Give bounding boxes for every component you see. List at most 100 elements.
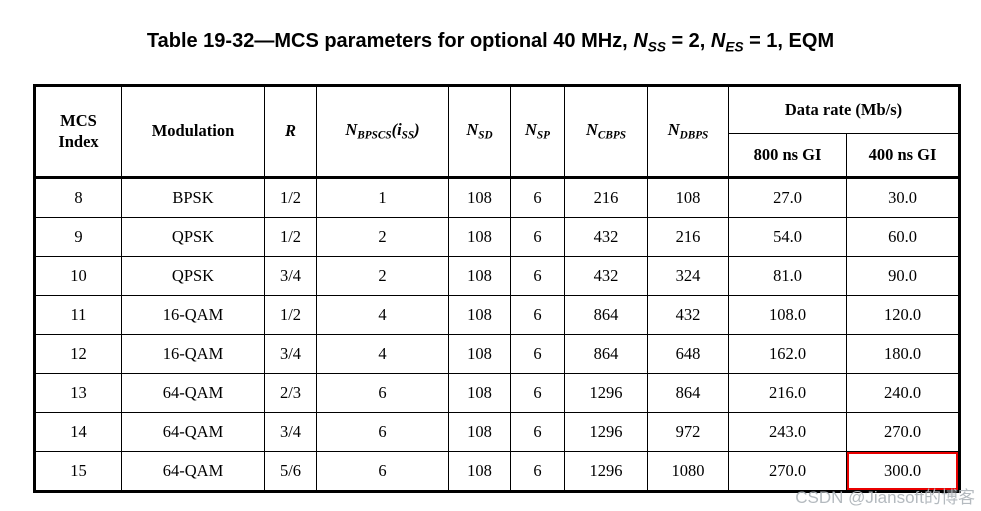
text-segment: Table 19-32—MCS parameters for optional … — [146, 30, 634, 52]
col-header-400ns-gi: 400 ns GI — [845, 133, 961, 178]
cell-n-bpscs: 1 — [316, 176, 449, 218]
col-header-n-bpscs: NBPSCS(iSS) — [316, 85, 449, 178]
cell-n-sp: 6 — [510, 334, 565, 374]
cell-n-sp: 6 — [510, 295, 565, 335]
text-segment: SS — [647, 39, 666, 55]
text-segment: R — [284, 121, 296, 141]
cell-mcs-index: 12 — [34, 334, 122, 374]
cell-n-bpscs: 2 — [316, 256, 449, 296]
cell-rate-800ns: 216.0 — [728, 373, 847, 413]
cell-mcs-index: 9 — [34, 217, 122, 257]
cell-n-bpscs: 6 — [316, 373, 449, 413]
cell-mcs-index: 8 — [34, 176, 122, 218]
cell-n-bpscs: 4 — [316, 295, 449, 335]
cell-modulation: 64-QAM — [121, 451, 265, 492]
cell-r: 1/2 — [264, 176, 317, 218]
cell-mcs-index: 13 — [34, 373, 122, 413]
cell-r: 2/3 — [264, 373, 317, 413]
text-segment: N — [345, 120, 358, 140]
cell-rate-400ns: 120.0 — [845, 295, 961, 335]
cell-rate-800ns: 27.0 — [728, 176, 847, 218]
col-header-data-rate-group: Data rate (Mb/s) — [727, 85, 961, 134]
text-segment: MCS Index — [58, 110, 99, 151]
cell-n-cbps: 432 — [564, 217, 648, 257]
mcs-parameters-table: MCS Index Modulation R NBPSCS(iSS) NSD NSP NCB… — [33, 84, 962, 493]
watermark: CSDN @Jiansoft的博客 — [795, 488, 975, 507]
cell-rate-800ns: 162.0 — [728, 334, 847, 374]
cell-n-sd: 108 — [448, 412, 511, 452]
cell-rate-800ns: 54.0 — [728, 217, 847, 257]
cell-rate-400ns: 90.0 — [845, 256, 961, 296]
cell-n-bpscs: 2 — [316, 217, 449, 257]
table-row: 8 BPSK 1/2 1 108 6 216 108 27.0 30.0 — [34, 176, 961, 218]
text-segment: N — [710, 30, 726, 52]
text-segment: N — [667, 120, 680, 140]
cell-n-sp: 6 — [510, 256, 565, 296]
col-header-800ns-gi: 800 ns GI — [728, 133, 847, 178]
cell-rate-400ns: 30.0 — [845, 176, 961, 218]
cell-modulation: QPSK — [121, 256, 265, 296]
cell-n-cbps: 216 — [564, 176, 648, 218]
cell-modulation: 16-QAM — [121, 295, 265, 335]
cell-n-cbps: 864 — [564, 295, 648, 335]
cell-n-cbps: 432 — [564, 256, 648, 296]
cell-n-sd: 108 — [448, 295, 511, 335]
text-segment: N — [524, 120, 537, 140]
text-segment: N — [633, 30, 648, 52]
cell-n-sd: 108 — [448, 217, 511, 257]
cell-n-dbps: 972 — [647, 412, 729, 452]
cell-r: 1/2 — [264, 217, 317, 257]
cell-n-dbps: 324 — [647, 256, 729, 296]
table-row: 14 64-QAM 3/4 6 108 6 1296 972 243.0 270.0 — [34, 412, 961, 452]
table-body: 8 BPSK 1/2 1 108 6 216 108 27.0 30.0 9 QPSK 1/2 2 108 6… — [34, 176, 961, 492]
header-row-1: MCS Index Modulation R NBPSCS(iSS) NSD NSP NCB… — [34, 85, 961, 178]
cell-n-cbps: 1296 — [564, 412, 648, 452]
cell-r: 3/4 — [264, 412, 317, 452]
cell-rate-800ns: 243.0 — [728, 412, 847, 452]
table-row: 13 64-QAM 2/3 6 108 6 1296 864 216.0 240.0 — [34, 373, 961, 413]
text-segment: N — [586, 120, 598, 140]
text-segment: ( — [391, 120, 398, 140]
cell-n-sd: 108 — [448, 256, 511, 296]
table-header: MCS Index Modulation R NBPSCS(iSS) NSD NSP NCB… — [34, 85, 961, 178]
cell-rate-400ns: 270.0 — [845, 412, 961, 452]
cell-n-sp: 6 — [510, 217, 565, 257]
text-segment: Modulation — [151, 121, 235, 141]
cell-mcs-index: 14 — [34, 412, 122, 452]
cell-n-bpscs: 6 — [316, 412, 449, 452]
cell-mcs-index: 15 — [34, 451, 122, 492]
cell-modulation: 64-QAM — [121, 373, 265, 413]
cell-modulation: 64-QAM — [121, 412, 265, 452]
cell-n-dbps: 1080 — [647, 451, 729, 492]
cell-modulation: 16-QAM — [121, 334, 265, 374]
cell-rate-800ns: 108.0 — [728, 295, 847, 335]
cell-n-bpscs: 4 — [316, 334, 449, 374]
cell-n-bpscs: 6 — [316, 451, 449, 492]
cell-r: 5/6 — [264, 451, 317, 492]
cell-n-cbps: 1296 — [564, 373, 648, 413]
col-header-n-sd: NSD — [448, 85, 511, 178]
cell-n-dbps: 432 — [647, 295, 729, 335]
cell-modulation: BPSK — [121, 176, 265, 218]
text-segment: N — [466, 120, 479, 140]
cell-r: 3/4 — [264, 334, 317, 374]
table-row: 15 64-QAM 5/6 6 108 6 1296 1080 270.0 300.0 — [34, 451, 961, 492]
table-row: 12 16-QAM 3/4 4 108 6 864 648 162.0 180.0 — [34, 334, 961, 374]
cell-modulation: QPSK — [121, 217, 265, 257]
text-segment: SP — [536, 129, 550, 142]
cell-rate-400ns: 240.0 — [845, 373, 961, 413]
cell-n-dbps: 108 — [647, 176, 729, 218]
cell-n-cbps: 1296 — [564, 451, 648, 492]
cell-n-sp: 6 — [510, 373, 565, 413]
table-row: 10 QPSK 3/4 2 108 6 432 324 81.0 90.0 — [34, 256, 961, 296]
cell-mcs-index: 10 — [34, 256, 122, 296]
cell-n-sd: 108 — [448, 334, 511, 374]
header-row-2: 800 ns GI 400 ns GI — [35, 133, 961, 178]
col-header-modulation: Modulation — [121, 85, 265, 178]
text-segment: = 1, EQM — [743, 30, 835, 52]
cell-mcs-index: 11 — [34, 295, 122, 335]
table-row: 9 QPSK 1/2 2 108 6 432 216 54.0 60.0 — [34, 217, 961, 257]
col-header-mcs-index: MCS Index — [34, 85, 122, 178]
text-segment: ES — [725, 39, 744, 55]
col-header-r: R — [264, 85, 317, 178]
